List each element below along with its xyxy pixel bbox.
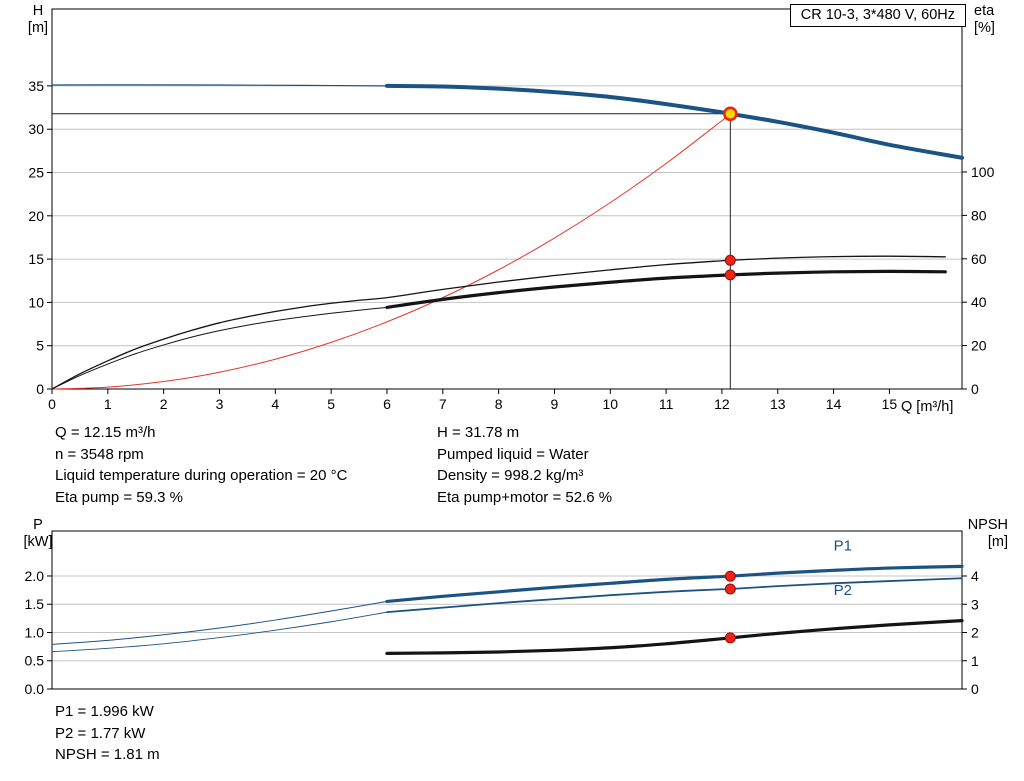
npsh-axis-unit: [m] — [987, 534, 1008, 550]
y-left-tick-label: 35 — [28, 78, 44, 94]
h-axis-title: H [m] — [20, 3, 56, 37]
y-right-tick-label: 100 — [971, 164, 995, 180]
y-right-tick-label: 1 — [971, 653, 979, 669]
eta-axis-unit: [%] — [974, 20, 995, 36]
x-tick-label: 11 — [659, 396, 674, 412]
y-left-tick-label: 0.5 — [25, 653, 45, 669]
x-tick-label: 4 — [271, 396, 279, 412]
npsh-axis-title: NPSH [m] — [960, 517, 1008, 551]
pump-model-box: CR 10-3, 3*480 V, 60Hz — [789, 4, 966, 27]
x-tick-label: 2 — [160, 396, 168, 412]
x-tick-label: 15 — [882, 396, 898, 412]
y-right-tick-label: 2 — [971, 625, 979, 641]
operating-data-left-column: Q = 12.15 m³/h n = 3548 rpm Liquid tempe… — [55, 422, 347, 508]
operating-point-dot — [724, 570, 736, 582]
p-axis-title: P [kW] — [20, 517, 56, 551]
info-flow: Q = 12.15 m³/h — [55, 424, 156, 441]
info-p2: P2 = 1.77 kW — [55, 724, 146, 742]
info-density: Density = 998.2 kg/m³ — [437, 467, 584, 484]
x-tick-label: 13 — [770, 396, 786, 412]
y-right-tick-label: 0 — [971, 381, 979, 397]
p-axis-name: P — [33, 517, 43, 533]
x-tick-label: 1 — [104, 396, 112, 412]
eta-pump-curve — [51, 255, 946, 390]
x-tick-label: 9 — [551, 396, 559, 412]
eta-axis-title: eta [%] — [974, 3, 995, 37]
info-p1: P1 = 1.996 kW — [55, 703, 154, 720]
y-left-tick-label: 0.0 — [25, 681, 45, 697]
info-liquid-temperature: Liquid temperature during operation = 20… — [55, 467, 348, 484]
y-right-tick-label: 80 — [971, 207, 987, 223]
x-tick-label: 5 — [327, 396, 335, 412]
y-right-tick-label: 3 — [971, 596, 979, 612]
y-left-tick-label: 1.0 — [25, 624, 45, 640]
p-axis-unit: [kW] — [23, 534, 53, 550]
y-right-tick-label: 20 — [971, 338, 987, 354]
y-left-tick-label: 25 — [28, 165, 44, 181]
series-label-p2: P2 — [834, 582, 852, 599]
operating-data-right-column: H = 31.78 m Pumped liquid = Water Densit… — [437, 422, 612, 508]
eta-pump-motor-curve — [385, 269, 947, 310]
info-speed: n = 3548 rpm — [55, 445, 144, 463]
x-tick-label: 7 — [439, 396, 447, 412]
x-tick-label: 8 — [495, 396, 503, 412]
eta-pump-motor-extension — [51, 306, 388, 390]
power-npsh-data: P1 = 1.996 kW P2 = 1.77 kW NPSH = 1.81 m — [55, 701, 160, 766]
npsh-curve — [385, 619, 964, 656]
x-tick-label: 10 — [602, 396, 618, 412]
info-head: H = 31.78 m — [437, 424, 520, 441]
series-label-p1: P1 — [834, 538, 852, 555]
y-left-tick-label: 20 — [28, 208, 44, 224]
y-left-tick-label: 10 — [28, 294, 44, 310]
p1-curve — [385, 564, 964, 604]
p2-extension — [51, 611, 388, 653]
operating-point-dot — [724, 632, 736, 644]
info-eta-pump: Eta pump = 59.3 % — [55, 488, 183, 506]
plot-frame — [51, 530, 963, 690]
y-left-tick-label: 0 — [36, 381, 44, 397]
x-tick-label: 3 — [216, 396, 224, 412]
p2-curve — [386, 577, 963, 614]
x-tick-label: 6 — [383, 396, 391, 412]
operating-point-dot — [724, 254, 736, 266]
y-left-tick-label: 30 — [28, 121, 44, 137]
affinity-curve — [51, 113, 731, 390]
h-curve-extension — [51, 84, 388, 87]
npsh-axis-name: NPSH — [967, 517, 1008, 533]
x-tick-label: 12 — [714, 396, 730, 412]
plot-frame — [51, 8, 963, 390]
y-left-tick-label: 5 — [36, 338, 44, 354]
x-tick-label: 14 — [826, 396, 842, 412]
y-left-tick-label: 15 — [28, 251, 44, 267]
y-right-tick-label: 40 — [971, 294, 987, 310]
q-axis-title: Q [m³/h] — [901, 399, 954, 415]
info-pumped-liquid: Pumped liquid = Water — [437, 445, 589, 463]
p1-extension — [51, 600, 388, 645]
x-tick-label: 0 — [48, 396, 56, 412]
y-left-tick-label: 1.5 — [25, 596, 45, 612]
h-axis-name: H — [32, 3, 44, 19]
y-left-tick-label: 2.0 — [25, 568, 45, 584]
y-right-tick-label: 0 — [971, 681, 979, 697]
y-right-tick-label: 60 — [971, 251, 987, 267]
duty-point-marker — [723, 106, 738, 122]
h-curve — [384, 83, 964, 160]
operating-point-dot — [724, 583, 736, 595]
info-npsh: NPSH = 1.81 m — [55, 746, 160, 763]
eta-axis-name: eta — [974, 3, 995, 19]
h-axis-unit: [m] — [27, 20, 49, 36]
operating-point-dot — [724, 269, 736, 281]
info-eta-pump-motor: Eta pump+motor = 52.6 % — [437, 488, 613, 506]
y-right-tick-label: 4 — [971, 568, 979, 584]
